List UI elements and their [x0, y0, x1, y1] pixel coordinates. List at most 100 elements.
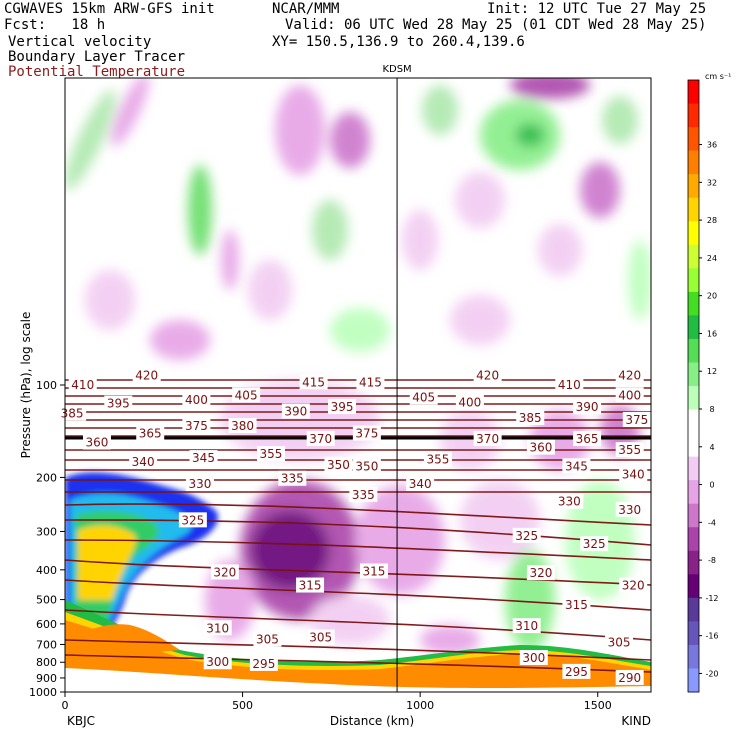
theta-label: 385 — [519, 411, 542, 425]
end-station-label: KIND — [621, 714, 651, 728]
colorbar-tick-label: 4 — [709, 443, 714, 452]
colorbar-swatch — [688, 621, 699, 646]
y-tick-label: 700 — [36, 638, 57, 651]
x-tick-label: 1000 — [406, 699, 434, 712]
theta-label: 365 — [576, 432, 599, 446]
theta-label-bg — [526, 565, 555, 581]
colorbar-tick-label: -20 — [705, 669, 718, 678]
theta-label: 315 — [299, 579, 322, 593]
colorbar-tick-label: -16 — [705, 632, 718, 641]
field-label-vertical-velocity: Vertical velocity — [8, 34, 152, 50]
theta-label-bg — [203, 620, 232, 636]
colorbar-swatch — [688, 244, 699, 269]
x-axis-label: Distance (km) — [330, 714, 414, 728]
forecast-hour: Fcst: 18 h — [4, 17, 106, 33]
theta-label-bg — [406, 475, 435, 491]
theta-label-bg — [136, 425, 165, 441]
theta-label: 345 — [565, 459, 588, 473]
theta-label-bg — [249, 655, 278, 671]
colorbar-swatch — [688, 503, 699, 528]
theta-label: 350 — [355, 459, 378, 473]
theta-label: 320 — [622, 579, 645, 593]
theta-label-bg — [178, 512, 207, 528]
theta-label-bg — [615, 367, 644, 383]
colorbar-swatch — [688, 527, 699, 552]
theta-label-bg — [455, 394, 484, 410]
kdsm-label: KDSM — [382, 64, 411, 75]
theta-label: 420 — [135, 368, 158, 382]
x-tick-label: 0 — [62, 699, 69, 712]
theta-label: 325 — [583, 537, 606, 551]
theta-label: 335 — [281, 472, 304, 486]
theta-label: 360 — [86, 436, 109, 450]
colorbar-frame — [687, 79, 700, 693]
theta-label: 375 — [625, 413, 648, 427]
colorbar-swatch — [688, 597, 699, 622]
y-tick-label: 300 — [36, 525, 57, 538]
colorbar-tick-label: -12 — [705, 594, 718, 603]
theta-label-bg — [615, 442, 644, 458]
colorbar-swatch — [688, 574, 699, 599]
y-axis-label: Pressure (hPa), log scale — [19, 312, 33, 459]
colorbar-tick-label: 32 — [707, 178, 717, 187]
y-tick-label: 600 — [36, 618, 57, 631]
colorbar-unit: cm s⁻¹ — [705, 72, 731, 81]
colorbar-swatch — [688, 456, 699, 481]
theta-label: 295 — [252, 657, 275, 671]
colorbar-swatch — [688, 409, 699, 434]
valid-time: Valid: 06 UTC Wed 28 May 25 (01 CDT Wed … — [285, 17, 707, 33]
theta-label: 330 — [558, 495, 581, 509]
theta-label: 410 — [558, 378, 581, 392]
theta-label: 395 — [107, 397, 130, 411]
theta-label-bg — [256, 446, 285, 462]
theta-label: 340 — [132, 455, 155, 469]
theta-label-bg — [622, 411, 651, 427]
theta-label: 300 — [206, 655, 229, 669]
colorbar-tick-label: 28 — [707, 216, 717, 225]
theta-label: 405 — [235, 388, 258, 402]
theta-label-bg — [356, 374, 385, 390]
theta-label-bg — [296, 577, 325, 593]
theta-label: 340 — [622, 468, 645, 482]
y-tick-label: 400 — [36, 564, 57, 577]
theta-label-bg — [512, 618, 541, 634]
theta-label-bg — [555, 377, 584, 392]
theta-label-bg — [82, 434, 111, 450]
theta-label-bg — [253, 631, 282, 647]
theta-label-bg — [203, 654, 232, 670]
theta-label-bg — [512, 527, 541, 543]
y-tick-label: 900 — [36, 672, 57, 685]
theta-label-bg — [573, 399, 602, 415]
theta-label: 330 — [618, 503, 641, 517]
theta-label: 395 — [331, 400, 354, 414]
theta-label: 390 — [576, 400, 599, 414]
theta-label: 365 — [139, 427, 162, 441]
colorbar-swatch — [688, 480, 699, 505]
theta-label: 370 — [476, 432, 499, 446]
theta-label: 400 — [185, 393, 208, 407]
theta-label: 310 — [515, 619, 538, 633]
theta-label-bg — [210, 564, 239, 580]
theta-label: 300 — [522, 651, 545, 665]
model-title: CGWAVES 15km ARW-GFS init — [4, 1, 215, 17]
theta-label: 400 — [618, 388, 641, 402]
colorbar-swatch — [688, 80, 699, 105]
theta-label: 415 — [302, 375, 325, 389]
theta-label-bg — [423, 451, 452, 467]
x-tick-label: 500 — [232, 699, 253, 712]
theta-label: 345 — [192, 451, 215, 465]
theta-label-bg — [232, 387, 261, 403]
theta-label: 315 — [363, 564, 386, 578]
theta-label: 305 — [309, 631, 332, 645]
field-label-tracer: Boundary Layer Tracer — [8, 49, 186, 65]
colorbar-swatch — [688, 315, 699, 340]
x-axis: 0 500 1000 1500 — [62, 692, 612, 712]
colorbar-swatch — [688, 197, 699, 222]
theta-label-bg — [562, 458, 591, 474]
theta-label-bg — [182, 417, 211, 433]
theta-label-bg — [615, 387, 644, 403]
colorbar-swatch — [688, 433, 699, 458]
theta-label-bg — [562, 663, 591, 679]
